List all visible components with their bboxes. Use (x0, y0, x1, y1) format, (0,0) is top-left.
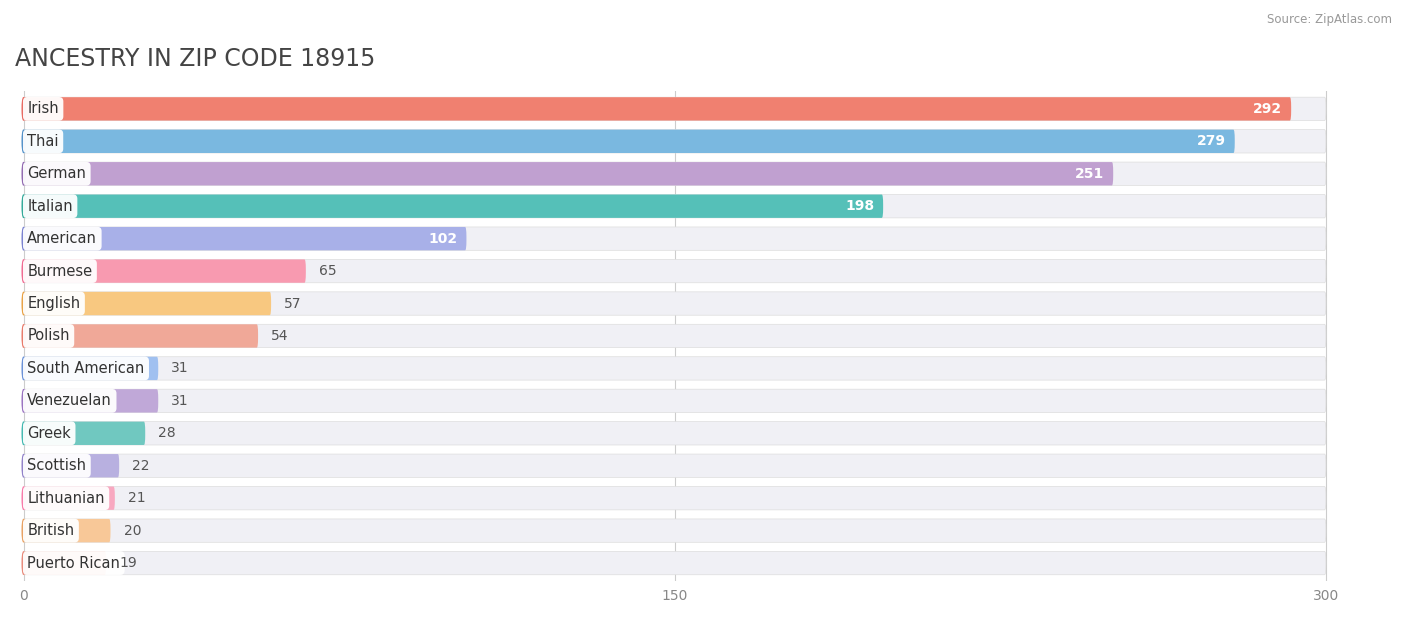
Text: 198: 198 (845, 199, 875, 213)
Text: 57: 57 (284, 296, 302, 310)
FancyBboxPatch shape (24, 260, 307, 283)
FancyBboxPatch shape (24, 194, 1326, 218)
Text: ANCESTRY IN ZIP CODE 18915: ANCESTRY IN ZIP CODE 18915 (15, 48, 375, 71)
FancyBboxPatch shape (24, 357, 159, 380)
FancyBboxPatch shape (24, 325, 259, 348)
FancyBboxPatch shape (24, 162, 1114, 185)
Text: 20: 20 (124, 524, 141, 538)
Text: Thai: Thai (27, 134, 59, 149)
Text: Puerto Rican: Puerto Rican (27, 556, 121, 571)
Circle shape (22, 390, 25, 412)
Text: Polish: Polish (27, 328, 70, 343)
Circle shape (22, 195, 25, 218)
Text: Burmese: Burmese (27, 263, 93, 279)
FancyBboxPatch shape (24, 519, 1326, 542)
FancyBboxPatch shape (24, 486, 1326, 510)
Circle shape (22, 260, 25, 282)
Text: 31: 31 (172, 394, 188, 408)
Text: 102: 102 (429, 232, 458, 245)
Text: Scottish: Scottish (27, 459, 86, 473)
Text: 28: 28 (159, 426, 176, 440)
Text: Greek: Greek (27, 426, 72, 440)
Text: 22: 22 (132, 459, 149, 473)
Text: 19: 19 (120, 556, 136, 570)
Text: English: English (27, 296, 80, 311)
FancyBboxPatch shape (24, 422, 1326, 445)
FancyBboxPatch shape (24, 129, 1326, 153)
Text: 251: 251 (1076, 167, 1105, 181)
Text: American: American (27, 231, 97, 246)
FancyBboxPatch shape (24, 325, 1326, 348)
Text: British: British (27, 523, 75, 538)
FancyBboxPatch shape (24, 389, 1326, 413)
FancyBboxPatch shape (24, 551, 107, 574)
FancyBboxPatch shape (24, 97, 1326, 120)
FancyBboxPatch shape (24, 227, 467, 251)
FancyBboxPatch shape (24, 227, 1326, 251)
Text: 31: 31 (172, 361, 188, 375)
Text: South American: South American (27, 361, 145, 376)
Circle shape (22, 162, 25, 185)
Circle shape (22, 130, 25, 153)
FancyBboxPatch shape (24, 97, 1291, 120)
Text: 65: 65 (319, 264, 336, 278)
FancyBboxPatch shape (24, 292, 271, 315)
FancyBboxPatch shape (24, 357, 1326, 380)
Circle shape (22, 455, 25, 477)
Circle shape (22, 292, 25, 315)
Text: Lithuanian: Lithuanian (27, 491, 105, 506)
FancyBboxPatch shape (24, 292, 1326, 315)
FancyBboxPatch shape (24, 389, 159, 413)
Circle shape (22, 98, 25, 120)
Text: Italian: Italian (27, 199, 73, 214)
FancyBboxPatch shape (24, 260, 1326, 283)
FancyBboxPatch shape (24, 454, 1326, 477)
FancyBboxPatch shape (24, 129, 1234, 153)
FancyBboxPatch shape (24, 454, 120, 477)
Text: 279: 279 (1197, 135, 1226, 148)
Text: 21: 21 (128, 491, 145, 505)
Circle shape (22, 325, 25, 347)
Circle shape (22, 357, 25, 379)
Circle shape (22, 422, 25, 444)
Text: 292: 292 (1253, 102, 1282, 116)
FancyBboxPatch shape (24, 162, 1326, 185)
Circle shape (22, 227, 25, 250)
Text: Venezuelan: Venezuelan (27, 393, 112, 408)
FancyBboxPatch shape (24, 486, 115, 510)
Circle shape (22, 552, 25, 574)
FancyBboxPatch shape (24, 551, 1326, 574)
Text: Irish: Irish (27, 101, 59, 117)
FancyBboxPatch shape (24, 519, 111, 542)
FancyBboxPatch shape (24, 422, 145, 445)
Text: Source: ZipAtlas.com: Source: ZipAtlas.com (1267, 13, 1392, 26)
Circle shape (22, 520, 25, 542)
Text: 54: 54 (271, 329, 288, 343)
Circle shape (22, 487, 25, 509)
Text: German: German (27, 166, 86, 181)
FancyBboxPatch shape (24, 194, 883, 218)
